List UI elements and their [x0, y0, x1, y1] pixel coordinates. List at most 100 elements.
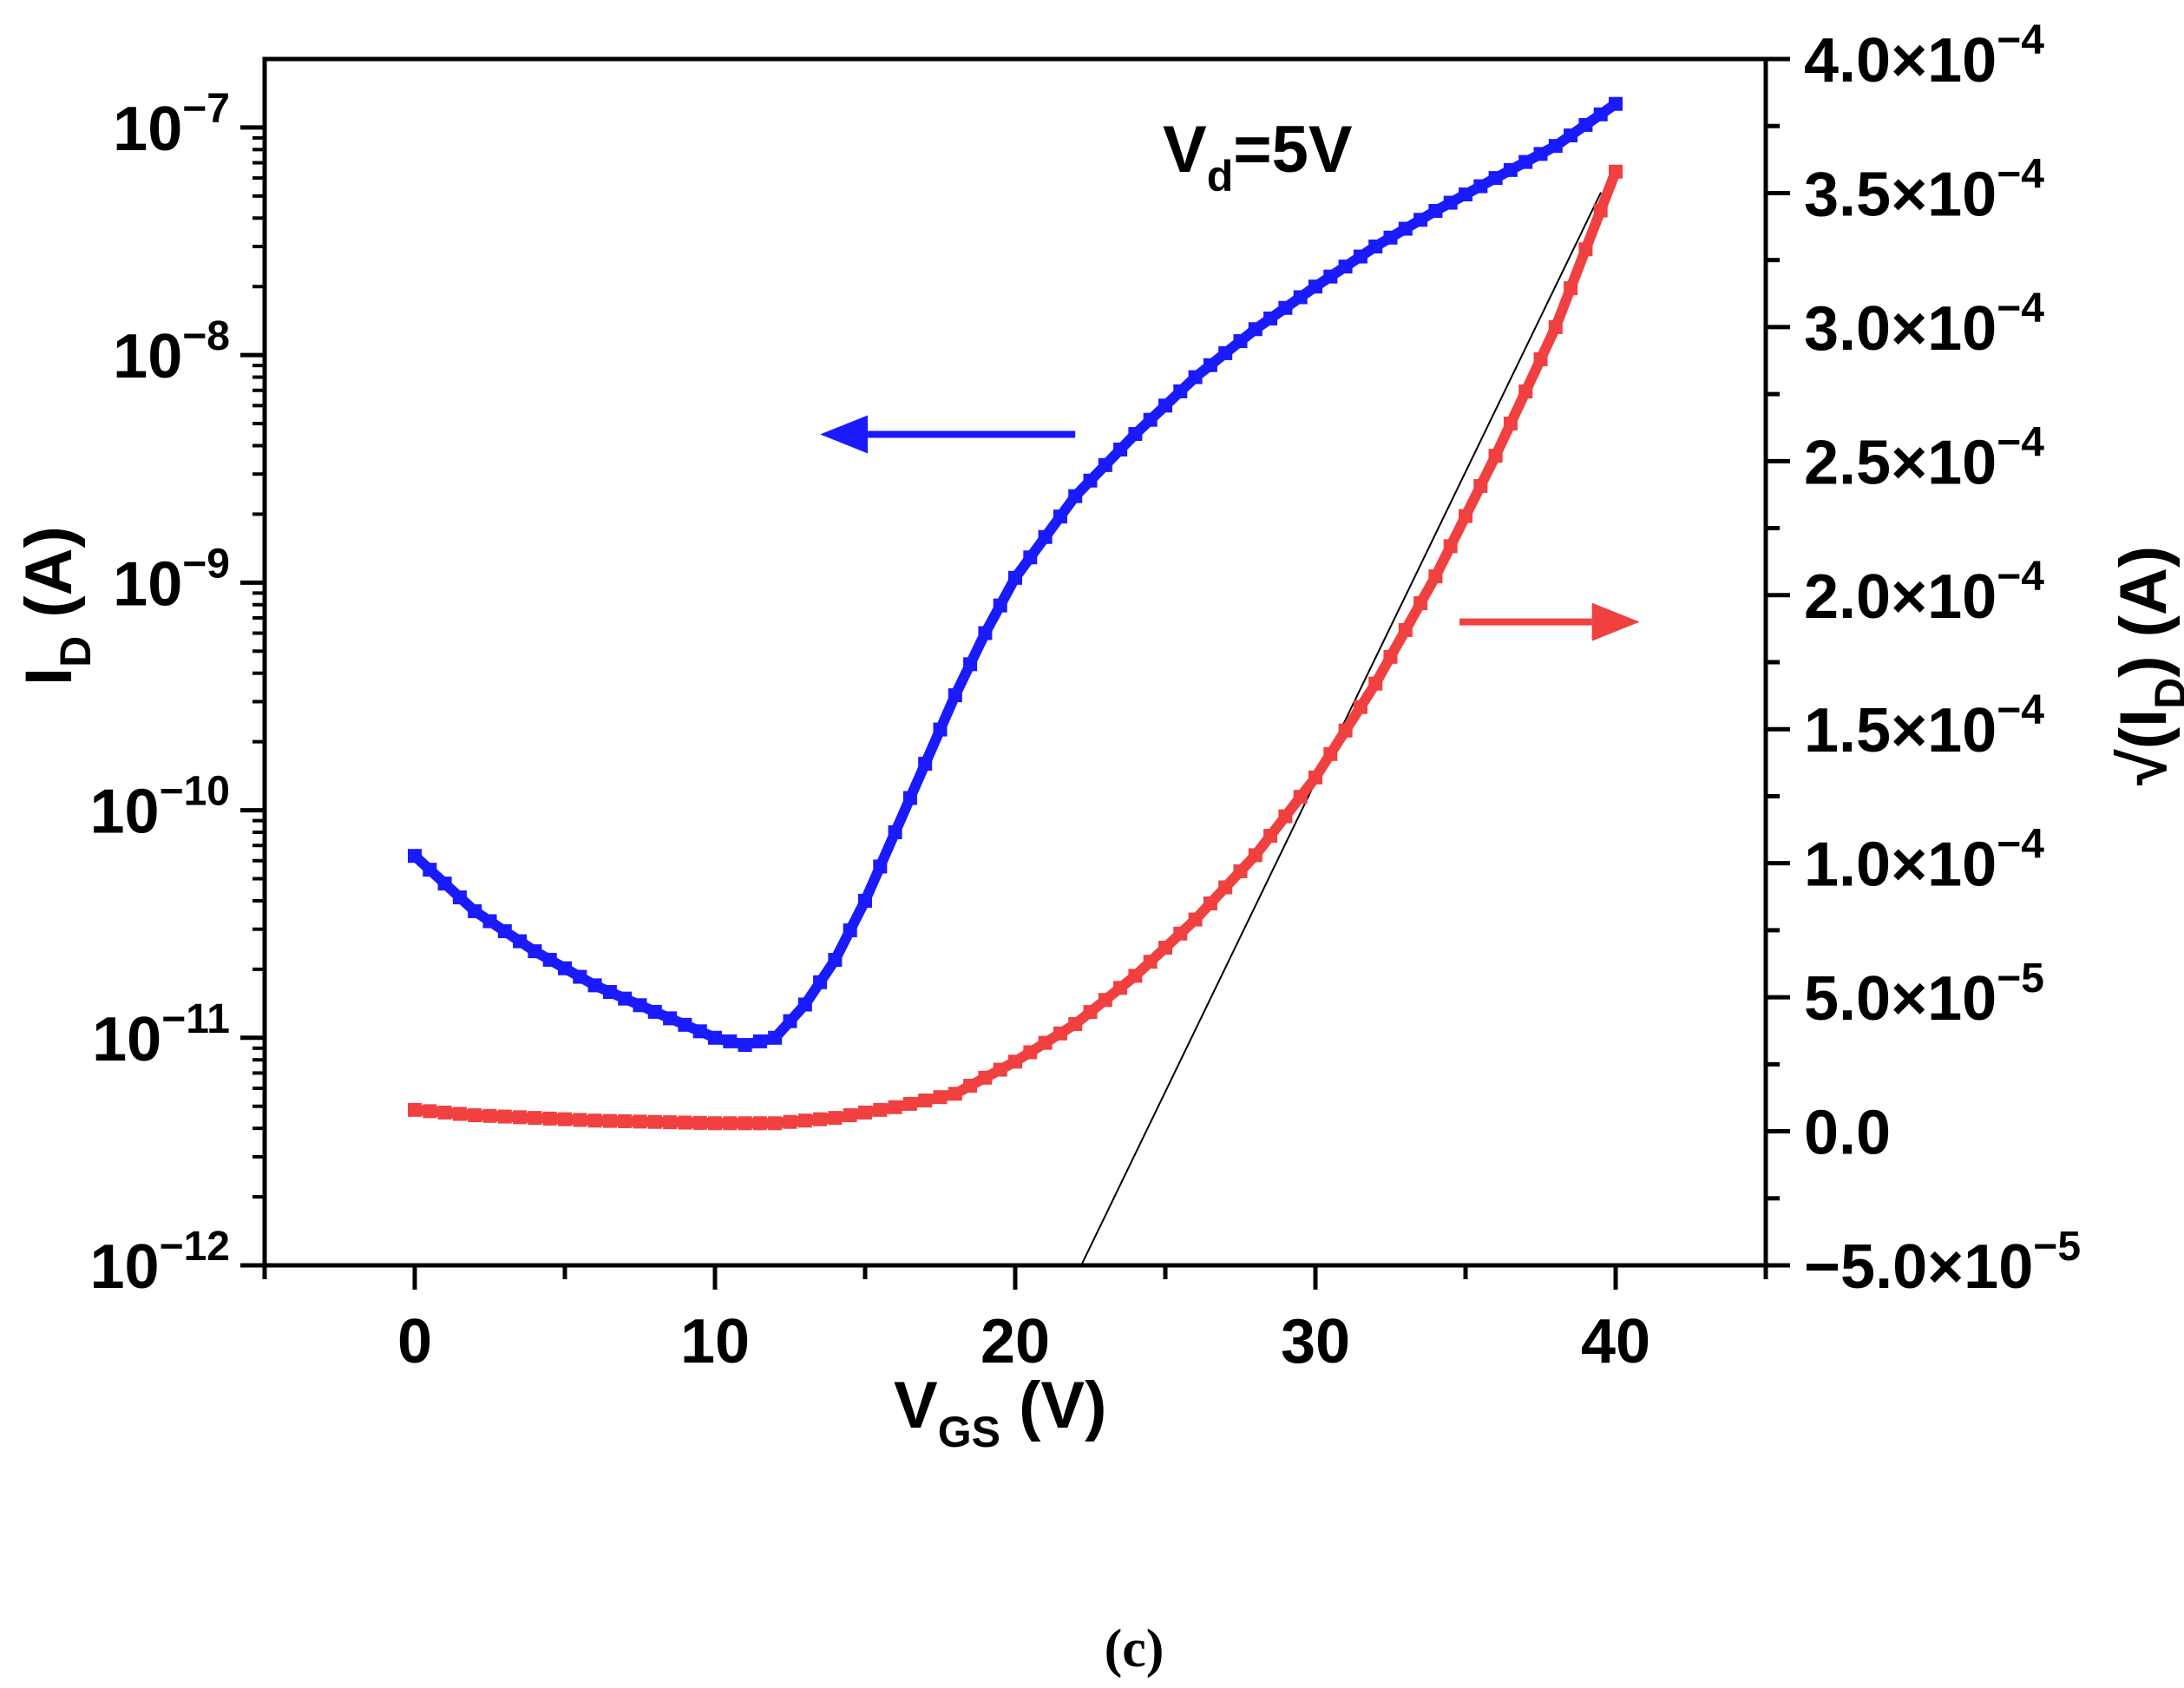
data-point: [1473, 478, 1488, 493]
data-point: [873, 1102, 888, 1117]
y-right-tick-label: 4.0×10−4: [1804, 17, 2044, 95]
data-point: [497, 1109, 512, 1124]
data-point: [1564, 128, 1578, 143]
y-axis-left-label-rest: (A): [12, 526, 86, 636]
data-point: [888, 824, 902, 839]
data-point: [768, 1030, 783, 1045]
x-tick-label: 10: [680, 1307, 750, 1376]
data-point: [1038, 1035, 1053, 1050]
data-point: [1548, 319, 1563, 334]
data-point: [843, 923, 857, 937]
data-point: [602, 1113, 617, 1128]
data-point: [482, 1108, 497, 1123]
y-left-tick-label: 10−9: [113, 541, 230, 619]
data-point: [1203, 897, 1217, 910]
right-axis-arrow: [1459, 602, 1640, 641]
data-point: [1503, 417, 1518, 431]
data-point: [423, 863, 437, 877]
data-point: [1248, 322, 1263, 337]
data-point: [1038, 529, 1053, 544]
data-point: [873, 859, 888, 874]
data-point: [1368, 676, 1383, 691]
data-point: [1443, 539, 1458, 554]
data-point: [528, 1111, 542, 1126]
data-point: [708, 1116, 722, 1131]
x-tick-label: 0: [397, 1307, 432, 1376]
y-axis-right-label-prefix: √(I: [2107, 709, 2181, 785]
data-point: [1609, 164, 1623, 179]
data-point: [1428, 569, 1443, 584]
sqrt-id-series: [408, 164, 1623, 1131]
annotation-main: V: [1163, 113, 1207, 187]
annotation-rest: =5V: [1233, 113, 1353, 187]
data-point: [678, 1115, 692, 1130]
plot-frame: [262, 56, 1768, 1268]
data-point: [843, 1108, 857, 1123]
y-axis-right-label: √(ID) (A): [2107, 546, 2184, 785]
data-point: [978, 1070, 993, 1085]
y-left-tick-label: 10−8: [113, 313, 230, 391]
data-point: [902, 791, 917, 805]
data-point: [1143, 412, 1158, 427]
data-point: [1593, 107, 1608, 122]
data-point: [1293, 790, 1308, 805]
data-point: [1053, 509, 1067, 524]
x-tick-label: 40: [1581, 1307, 1650, 1376]
data-point: [1609, 96, 1623, 111]
data-point: [1533, 147, 1548, 161]
data-point: [1398, 221, 1413, 236]
id-log-series: [408, 96, 1623, 1053]
y-right-tick-label: −5.0×10−5: [1804, 1224, 2081, 1302]
data-point: [573, 969, 587, 984]
y-right-tick-label: 1.5×10−4: [1804, 687, 2044, 765]
data-point: [692, 1024, 707, 1039]
data-point: [1443, 195, 1458, 210]
data-point: [618, 1113, 633, 1128]
y-axis-left-label-sub: D: [51, 636, 100, 667]
data-point: [1383, 230, 1398, 245]
data-point: [558, 961, 572, 975]
arrow-head: [820, 415, 869, 454]
x-axis-label-sub: GS: [938, 1408, 1000, 1456]
figure-caption: (c): [1105, 1619, 1164, 1678]
y-right-tick-label: 5.0×10−5: [1804, 956, 2044, 1034]
y-left-tick-label: 10−10: [89, 769, 230, 847]
data-point: [618, 991, 633, 1006]
data-point: [933, 1090, 948, 1105]
data-point: [1293, 290, 1308, 305]
data-point: [1113, 981, 1128, 995]
data-point: [1308, 770, 1322, 785]
data-point: [723, 1116, 738, 1131]
data-point: [888, 1100, 902, 1114]
data-point: [1353, 700, 1367, 714]
data-point: [858, 1105, 872, 1120]
data-point: [542, 1111, 557, 1126]
data-point: [1023, 550, 1038, 565]
data-point: [1008, 1054, 1022, 1069]
data-point: [647, 1114, 662, 1129]
data-point: [738, 1116, 752, 1131]
y-left-tick-label: 10−12: [89, 1224, 230, 1302]
data-point: [1323, 746, 1338, 761]
data-point: [752, 1034, 767, 1048]
data-point: [1308, 279, 1322, 294]
data-point: [573, 1113, 587, 1127]
data-point: [1428, 204, 1443, 219]
x-axis-label-main: V: [894, 1369, 938, 1442]
data-point: [1533, 351, 1548, 366]
data-point: [933, 722, 948, 737]
x-tick-label: 30: [1281, 1307, 1350, 1376]
data-point: [692, 1115, 707, 1130]
data-point: [513, 1110, 528, 1125]
data-point: [948, 688, 962, 703]
data-point: [587, 1113, 602, 1128]
data-point: [918, 1094, 933, 1108]
data-point: [1413, 213, 1428, 227]
data-point: [1233, 334, 1248, 349]
data-point: [752, 1116, 767, 1131]
data-point: [963, 1079, 978, 1094]
data-point: [723, 1034, 738, 1048]
data-point: [828, 1111, 843, 1126]
data-point: [513, 934, 528, 949]
data-point: [437, 877, 452, 891]
